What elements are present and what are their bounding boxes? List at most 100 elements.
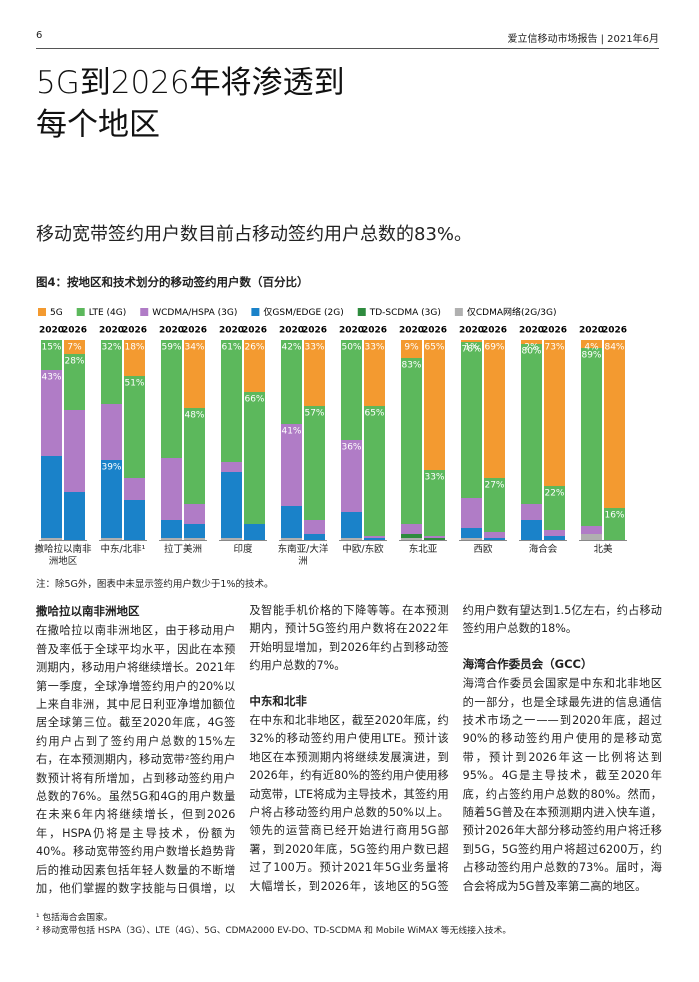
bar-segment (161, 458, 182, 520)
year-label: 2020 (519, 326, 544, 336)
value-label: 16% (604, 511, 624, 521)
value-label: 33% (304, 343, 324, 353)
legend-label: 5G (50, 308, 63, 318)
value-label: 42% (281, 343, 301, 353)
bar-segment (604, 340, 625, 508)
year-label: 2026 (422, 326, 447, 336)
bar-segment (101, 340, 122, 404)
year-label: 2026 (482, 326, 507, 336)
year-label: 2026 (182, 326, 207, 336)
bar-segment (244, 340, 265, 392)
bar-segment (101, 460, 122, 538)
bar-segment (581, 340, 602, 348)
legend-swatch (140, 308, 149, 316)
bar-segment (461, 340, 482, 342)
region-label: 西欧 (473, 544, 493, 555)
bar-segment (101, 538, 122, 540)
value-label: 89% (581, 351, 601, 361)
value-label: 1% (464, 343, 479, 353)
bar-segment (184, 340, 205, 408)
header-rule (36, 48, 659, 49)
footnote: ² 移动宽带包括 HSPA（3G）、LTE（4G）、5G、CDMA2000 EV… (36, 926, 512, 936)
bar-segment (401, 524, 422, 534)
bar-segment (364, 406, 385, 536)
value-label: 15% (41, 343, 61, 353)
bar-segment (41, 370, 62, 456)
chart-svg: 5G LTE (4G) WCDMA/HSPA (3G) 仅GSM/EDGE (2G) T… (38, 306, 627, 541)
value-label: 22% (544, 489, 564, 499)
bar-segment (461, 528, 482, 538)
bar-segment (161, 520, 182, 538)
legend-label: WCDMA/HSPA (3G) (152, 308, 237, 318)
value-label: 39% (101, 463, 121, 473)
bar-segment (281, 506, 302, 538)
bar-segment (484, 538, 505, 540)
bar-segment (401, 340, 422, 358)
legend-swatch (38, 308, 46, 316)
bar-segment (304, 340, 325, 406)
region-label: 撒哈拉以南非洲地区 (34, 544, 92, 567)
value-label: 33% (364, 343, 384, 353)
value-label: 34% (184, 343, 204, 353)
bar-segment (544, 530, 565, 536)
bar-segment (64, 492, 85, 540)
bar-segment (544, 340, 565, 486)
legend-label: LTE (4G) (89, 308, 127, 318)
value-label: 7% (67, 343, 82, 353)
year-label: 2020 (99, 326, 124, 336)
region-label: 东北亚 (408, 544, 438, 555)
legend-label: 仅GSM/EDGE (2G) (263, 306, 343, 318)
value-label: 2% (524, 343, 539, 353)
bar-segment (101, 404, 122, 460)
bar-segment (221, 538, 242, 540)
bar-segment (281, 424, 302, 506)
bar-segment (401, 534, 422, 538)
title-line: 每个地区 (36, 107, 160, 143)
bar-segment (401, 538, 422, 540)
value-label: 57% (304, 409, 324, 419)
year-label: 2020 (399, 326, 424, 336)
bar-segment (461, 342, 482, 498)
footnotes: ¹ 包括海合会国家。 ² 移动宽带包括 HSPA（3G）、LTE（4G）、5G、C… (36, 912, 511, 938)
bar-segment (341, 340, 362, 440)
chart-note: 注：除5G外，图表中未显示签约用户数少于1%的技术。 (36, 579, 274, 590)
bar-segment (424, 538, 445, 540)
section-text: 在中东和北非地区，截至2020年底，约32%的移动签约用户使用LTE。预计该地区… (249, 604, 662, 893)
bar-segment (124, 376, 145, 478)
legend-label: 仅CDMA网络(2G/3G) (467, 306, 557, 318)
page-number: 6 (36, 30, 43, 41)
chart: 5G LTE (4G) WCDMA/HSPA (3G) 仅GSM/EDGE (2G) T… (0, 298, 699, 582)
bar-segment (244, 392, 265, 524)
bar-segment (521, 340, 542, 344)
value-label: 26% (244, 343, 264, 353)
year-label: 2026 (542, 326, 567, 336)
bar-segment (364, 536, 385, 538)
section-text: 在撒哈拉以南非洲地区，由于移动用户普及率低于全球平均水平，因此在本预测期内，移动… (36, 604, 449, 896)
body-text: 撒哈拉以南非洲地区 在撒哈拉以南非洲地区，由于移动用户普及率低于全球平均水平，因此… (36, 602, 662, 902)
value-label: 83% (401, 361, 421, 371)
value-label: 48% (184, 411, 204, 421)
region-label: 北美 (593, 544, 613, 555)
region-label: 中东/北非¹ (100, 544, 146, 555)
footnote: ¹ 包括海合会国家。 (36, 913, 113, 923)
year-label: 2020 (219, 326, 244, 336)
bar-segment (521, 520, 542, 540)
bar-segment (484, 532, 505, 538)
bar-segment (461, 538, 482, 540)
subtitle: 移动宽带签约用户数目前占移动签约用户总数的83%。 (36, 224, 473, 245)
section-heading: 撒哈拉以南非洲地区 (36, 604, 140, 618)
year-label: 2026 (302, 326, 327, 336)
bar-segment (364, 538, 385, 540)
bar-segment (484, 340, 505, 478)
section-heading: 海湾合作委员会（GCC） (462, 656, 593, 671)
bar-segment (221, 462, 242, 472)
bar-segment (281, 538, 302, 540)
value-label: 78% (461, 345, 481, 355)
bar-segment (364, 340, 385, 406)
bar-segment (544, 486, 565, 530)
year-label: 2020 (579, 326, 604, 336)
value-label: 28% (64, 357, 84, 367)
value-label: 66% (244, 395, 264, 405)
value-label: 18% (124, 343, 144, 353)
